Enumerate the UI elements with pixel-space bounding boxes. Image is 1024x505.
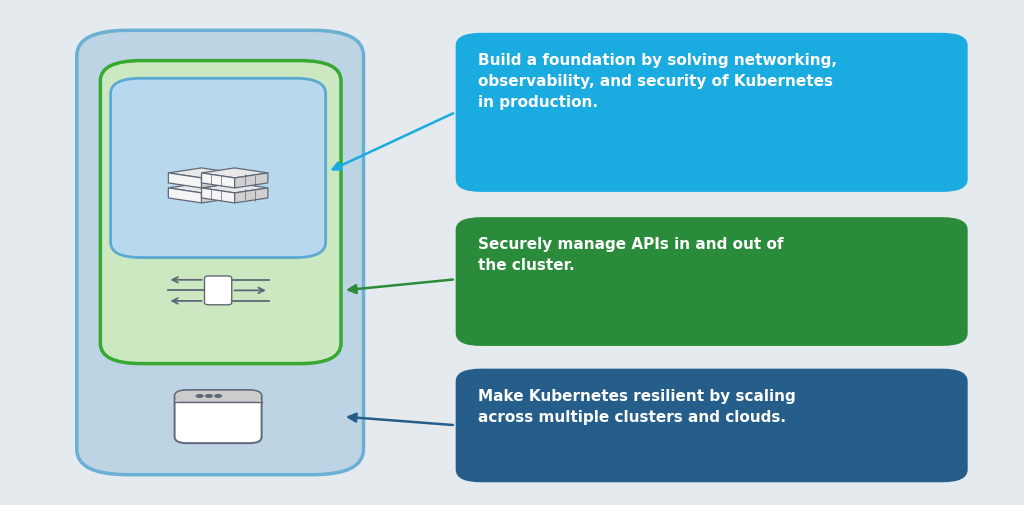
- FancyBboxPatch shape: [456, 369, 968, 482]
- Polygon shape: [202, 173, 234, 188]
- Polygon shape: [168, 183, 234, 193]
- FancyBboxPatch shape: [456, 217, 968, 346]
- Circle shape: [205, 394, 213, 398]
- Text: Securely manage APIs in and out of
the cluster.: Securely manage APIs in and out of the c…: [478, 237, 783, 273]
- Polygon shape: [234, 188, 268, 203]
- FancyBboxPatch shape: [111, 78, 326, 258]
- Polygon shape: [202, 188, 234, 203]
- FancyBboxPatch shape: [174, 390, 262, 402]
- Polygon shape: [168, 173, 202, 188]
- Circle shape: [214, 394, 222, 398]
- FancyBboxPatch shape: [77, 30, 364, 475]
- Polygon shape: [234, 173, 268, 188]
- FancyBboxPatch shape: [100, 61, 341, 364]
- Text: Build a foundation by solving networking,
observability, and security of Kuberne: Build a foundation by solving networking…: [478, 53, 838, 110]
- Circle shape: [196, 394, 204, 398]
- Polygon shape: [202, 168, 268, 178]
- FancyBboxPatch shape: [205, 276, 231, 305]
- FancyBboxPatch shape: [176, 396, 260, 402]
- Polygon shape: [202, 188, 234, 203]
- Polygon shape: [168, 168, 234, 178]
- Polygon shape: [168, 188, 202, 203]
- FancyBboxPatch shape: [456, 33, 968, 192]
- Polygon shape: [202, 183, 268, 193]
- Polygon shape: [202, 173, 234, 188]
- FancyBboxPatch shape: [174, 390, 262, 443]
- Text: Make Kubernetes resilient by scaling
across multiple clusters and clouds.: Make Kubernetes resilient by scaling acr…: [478, 389, 796, 425]
